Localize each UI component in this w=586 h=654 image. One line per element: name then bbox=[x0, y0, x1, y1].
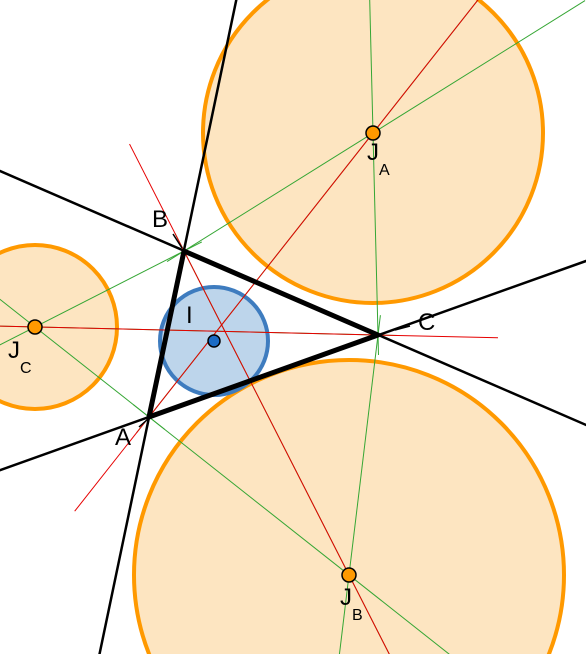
point-JB bbox=[342, 568, 356, 582]
incircle-excircle-diagram: ABCIJAJBJC bbox=[0, 0, 586, 654]
label-B: B bbox=[152, 206, 168, 233]
label-I: I bbox=[186, 302, 193, 329]
point-JC bbox=[28, 320, 42, 334]
label-A: A bbox=[115, 424, 131, 451]
point-I bbox=[208, 335, 220, 347]
point-JA bbox=[366, 126, 380, 140]
label-C: C bbox=[418, 309, 435, 336]
